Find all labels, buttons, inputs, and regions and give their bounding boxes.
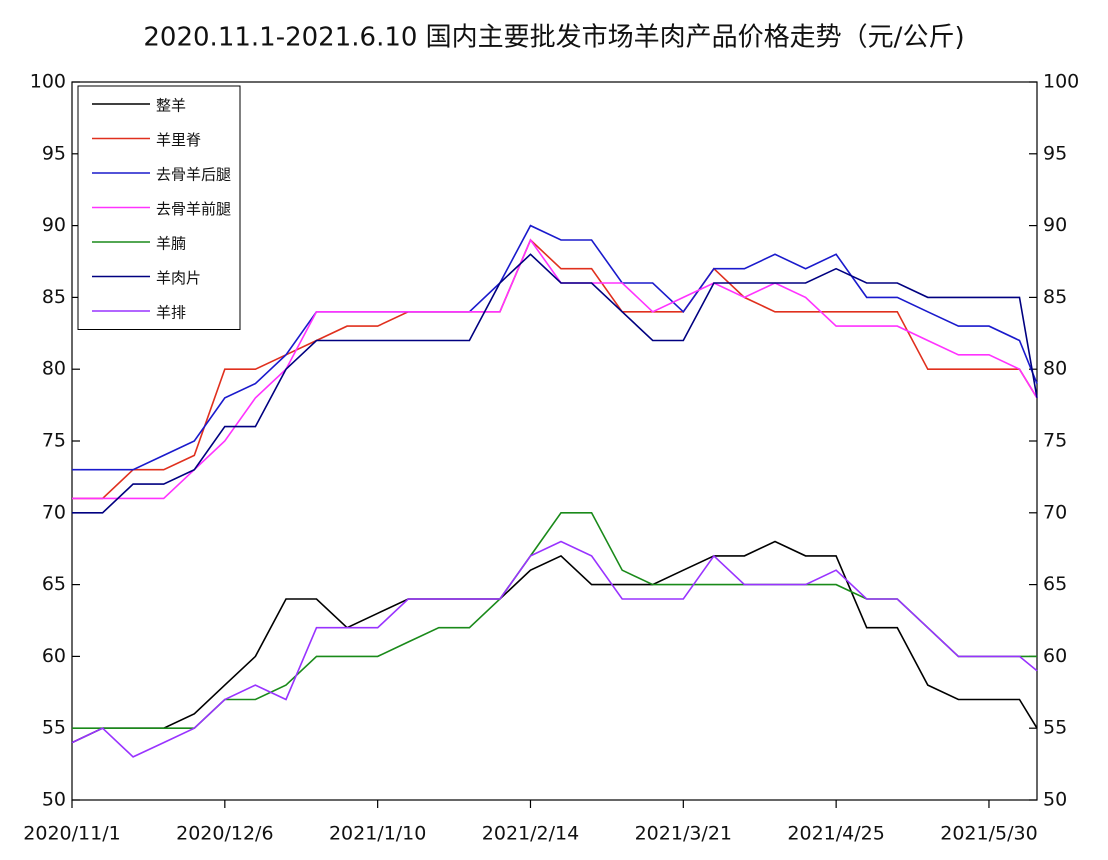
x-tick-label: 2021/3/21 — [635, 823, 732, 845]
legend-label: 去骨羊前腿 — [156, 200, 231, 218]
y-tick-label: 100 — [30, 71, 66, 93]
y-tick-label: 70 — [42, 501, 66, 523]
legend-label: 整羊 — [156, 97, 186, 115]
x-tick-label: 2021/5/30 — [940, 823, 1037, 845]
x-tick-label: 2021/2/14 — [482, 823, 579, 845]
y-tick-label: 55 — [42, 717, 66, 739]
chart-title: 2020.11.1-2021.6.10 国内主要批发市场羊肉产品价格走势（元/公… — [143, 23, 964, 53]
y-tick-label: 50 — [42, 789, 66, 811]
y2-tick-label: 90 — [1043, 214, 1067, 236]
y2-tick-label: 85 — [1043, 286, 1067, 308]
y-tick-label: 80 — [42, 358, 66, 380]
y-tick-label: 85 — [42, 286, 66, 308]
y2-tick-label: 80 — [1043, 358, 1067, 380]
series-line — [72, 238, 1038, 500]
y2-tick-label: 70 — [1043, 501, 1067, 523]
series-line — [72, 224, 1038, 471]
legend-label: 羊肉片 — [156, 269, 201, 287]
y-tick-label: 90 — [42, 214, 66, 236]
y2-tick-label: 60 — [1043, 645, 1067, 667]
y2-tick-label: 100 — [1043, 71, 1079, 93]
y2-tick-label: 65 — [1043, 573, 1067, 595]
series-line — [71, 540, 1038, 758]
x-tick-label: 2021/4/25 — [787, 823, 884, 845]
legend-label: 羊里脊 — [156, 131, 201, 149]
series-line — [72, 253, 1038, 514]
legend-label: 羊腩 — [156, 235, 186, 253]
legend-label: 去骨羊后腿 — [156, 166, 231, 184]
y2-tick-label: 55 — [1043, 717, 1067, 739]
y-tick-label: 65 — [42, 573, 66, 595]
y-tick-label: 95 — [42, 142, 66, 164]
y-tick-label: 75 — [42, 430, 66, 452]
x-tick-label: 2021/1/10 — [329, 823, 426, 845]
series-line — [71, 540, 1038, 744]
y2-tick-label: 50 — [1043, 789, 1067, 811]
legend-label: 羊排 — [156, 304, 186, 322]
legend-box — [77, 85, 241, 330]
x-tick-label: 2020/11/1 — [23, 823, 120, 845]
y2-tick-label: 75 — [1043, 430, 1067, 452]
x-tick-label: 2020/12/6 — [176, 823, 273, 845]
y2-tick-label: 95 — [1043, 142, 1067, 164]
y-tick-label: 60 — [42, 645, 66, 667]
